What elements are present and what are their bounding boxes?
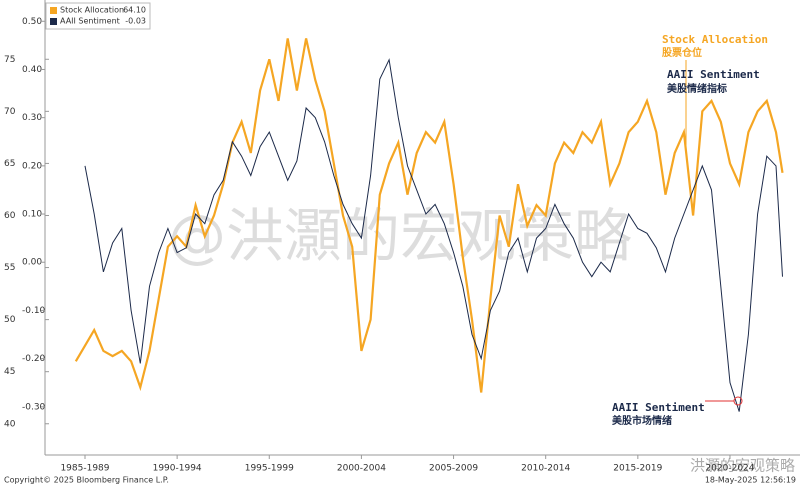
- y2-tick-label: 0.50: [22, 17, 42, 27]
- legend-swatch: [50, 7, 57, 14]
- annotation: 美股情绪指标: [667, 82, 727, 95]
- series-line: [84, 58, 783, 412]
- watermark: @洪灝的宏观策略: [168, 202, 632, 270]
- y2-tick-label: 0.20: [22, 161, 42, 171]
- series-line: [74, 38, 784, 393]
- annotation: AAII Sentiment: [667, 68, 760, 81]
- annotation: 股票仓位: [662, 46, 702, 59]
- legend: Stock Allocation 64.10 AAII Sentiment -0…: [45, 2, 151, 30]
- y2-tick-label: -0.20: [22, 354, 46, 364]
- legend-label: AAII Sentiment: [60, 17, 120, 26]
- annotation: 美股市场情绪: [612, 414, 672, 427]
- y2-tick-label: 0.10: [22, 210, 42, 220]
- y-tick-label: 40: [4, 419, 16, 429]
- x-tick-label: 1995-1999: [245, 464, 294, 474]
- x-tick-label: 2000-2004: [337, 464, 386, 474]
- y-tick-label: 45: [4, 367, 15, 377]
- y2-tick-label: -0.10: [22, 306, 46, 316]
- watermark: 洪灝的宏观策略: [690, 457, 795, 475]
- y-tick-label: 70: [4, 107, 16, 117]
- x-tick-label: 2005-2009: [429, 464, 478, 474]
- y2-tick-label: 0.00: [22, 258, 42, 268]
- annotation: AAII Sentiment: [612, 401, 705, 414]
- y2-tick-label: -0.30: [22, 402, 46, 412]
- x-tick-label: 1985-1989: [60, 464, 109, 474]
- legend-value: -0.03: [125, 17, 146, 26]
- annotation: Stock Allocation: [662, 33, 768, 46]
- footer: 18-May-2025 12:56:19: [705, 476, 796, 485]
- y-tick-label: 60: [4, 211, 16, 221]
- x-tick-label: 2020-2024: [705, 464, 754, 474]
- legend-box: [45, 2, 151, 30]
- legend-label: Stock Allocation: [60, 6, 124, 15]
- y-tick-label: 65: [4, 159, 15, 169]
- x-tick-label: 1990-1994: [153, 464, 202, 474]
- legend-value: 64.10: [123, 6, 146, 15]
- annotation-circle: [733, 396, 743, 406]
- y-tick-label: 55: [4, 263, 15, 273]
- x-tick-label: 2010-2014: [521, 464, 570, 474]
- y2-tick-label: 0.30: [22, 113, 42, 123]
- y-tick-label: 75: [4, 55, 15, 65]
- y-tick-label: 50: [4, 315, 16, 325]
- legend-swatch: [50, 18, 57, 25]
- footer: Copyright© 2025 Bloomberg Finance L.P.: [4, 476, 169, 485]
- x-tick-label: 2015-2019: [613, 464, 662, 474]
- y2-tick-label: 0.40: [22, 65, 42, 75]
